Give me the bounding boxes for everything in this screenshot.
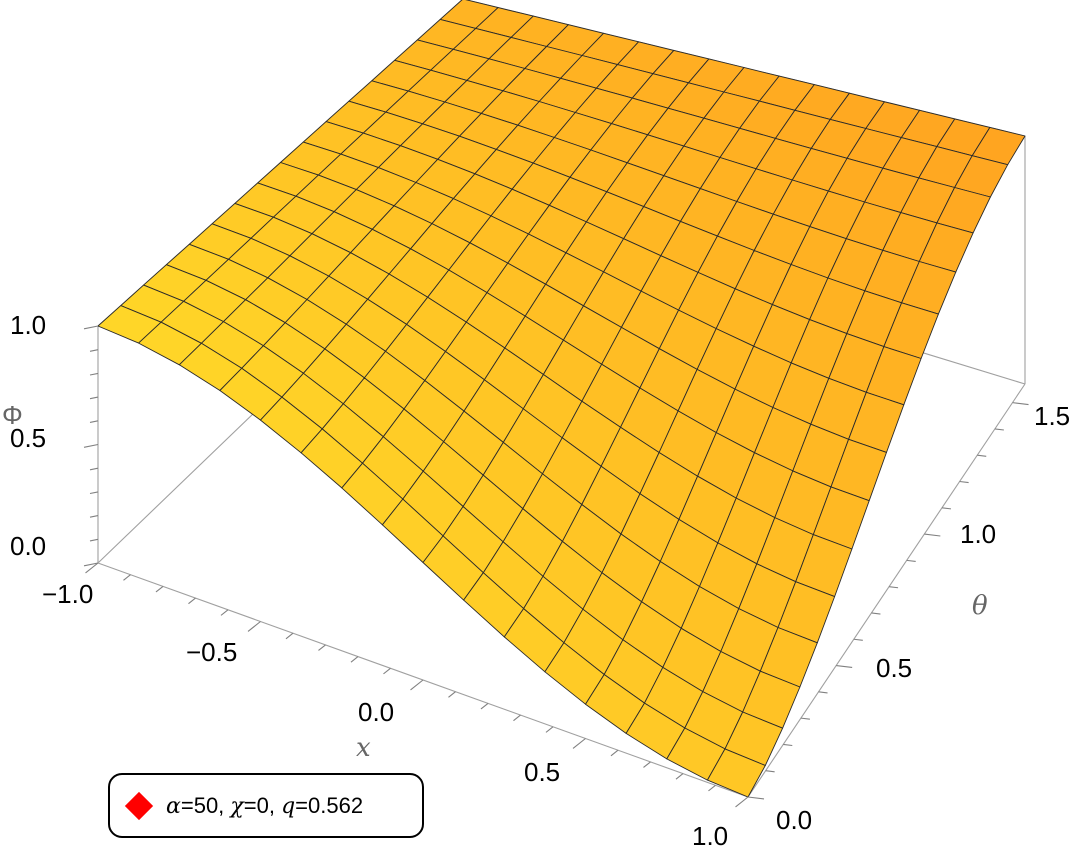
phi-tick-label: 0.5 (10, 423, 46, 453)
phi-axis-tick (83, 562, 99, 567)
theta-tick-label: 0.5 (876, 653, 912, 683)
x-axis-title: x (356, 733, 371, 763)
theta-axis-tick (783, 743, 793, 747)
phi-axis-tick (89, 538, 99, 542)
x-tick-label: −1.0 (42, 579, 93, 609)
theta-axis-tick (765, 770, 775, 773)
phi-axis-tick (83, 443, 99, 448)
x-axis-tick (643, 761, 651, 768)
theta-tick-label: 0.0 (776, 805, 812, 835)
x-axis-tick (247, 621, 261, 632)
legend-entry: α=50, χ=0, q=0.562 (166, 792, 364, 819)
x-tick-label: −0.5 (186, 637, 237, 667)
theta-axis-tick (1012, 402, 1029, 406)
phi-axis-tick (89, 515, 99, 518)
theta-axis-tick (994, 428, 1004, 431)
phi-axis-tick (89, 396, 99, 400)
theta-tick-label: 1.5 (1034, 401, 1070, 431)
theta-axis-tick (924, 533, 941, 537)
x-axis-tick (572, 738, 586, 749)
x-tick-label: 0.5 (524, 757, 560, 787)
x-axis-tick (675, 773, 684, 780)
red-diamond-icon (124, 791, 154, 821)
theta-axis-tick (800, 717, 810, 720)
phi-axis-tick (89, 349, 99, 352)
x-axis-tick (220, 609, 229, 616)
theta-axis-tick (906, 559, 916, 562)
theta-axis-title: θ (972, 591, 988, 621)
x-axis-tick (448, 691, 456, 698)
theta-axis-tick (853, 638, 863, 641)
x-axis-tick (735, 796, 749, 808)
x-axis-tick (155, 585, 164, 593)
x-axis-tick (123, 574, 131, 581)
theta-axis-tick (818, 691, 828, 694)
box-edge (747, 383, 1026, 798)
phi-axis-tick (83, 325, 99, 330)
theta-axis-tick (941, 507, 952, 510)
theta-axis-tick (977, 454, 987, 457)
x-axis-tick (545, 726, 554, 733)
theta-axis-tick (747, 796, 765, 800)
theta-axis-tick (889, 586, 899, 589)
x-tick-label: 0.0 (358, 697, 394, 727)
phi-axis-tick (89, 467, 99, 471)
theta-axis-tick (959, 480, 969, 484)
phi-axis-tick (89, 372, 99, 376)
phi-axis-title: Φ (2, 400, 23, 430)
x-axis-tick (350, 656, 359, 663)
x-tick-label: 1.0 (692, 821, 728, 851)
x-axis-tick (383, 667, 391, 675)
phi-tick-label: 0.0 (10, 531, 46, 561)
axis-ticks (83, 325, 1029, 808)
x-axis-tick (708, 784, 716, 792)
legend: α=50, χ=0, q=0.562 (108, 773, 424, 838)
x-axis-tick (188, 597, 196, 605)
axis-tick-labels: −1.0 −0.5 0.0 0.5 1.0 0.0 0.5 1.0 1.5 0.0 0.5 1.0 (10, 310, 1070, 851)
phi-axis-tick (89, 491, 99, 495)
surface-mesh (97, 0, 1026, 798)
x-axis-tick (318, 644, 326, 651)
x-axis-tick (85, 562, 99, 574)
x-axis-tick (480, 702, 489, 710)
theta-axis-tick (871, 612, 881, 615)
x-axis-tick (410, 679, 424, 691)
surface-patch (706, 748, 766, 798)
phi-tick-label: 1.0 (10, 310, 46, 340)
theta-axis-tick (836, 664, 853, 669)
theta-tick-label: 1.0 (960, 519, 996, 549)
x-axis-tick (513, 714, 521, 722)
x-axis-tick (610, 749, 619, 757)
phi-axis-tick (89, 420, 99, 423)
x-axis-tick (285, 632, 294, 640)
